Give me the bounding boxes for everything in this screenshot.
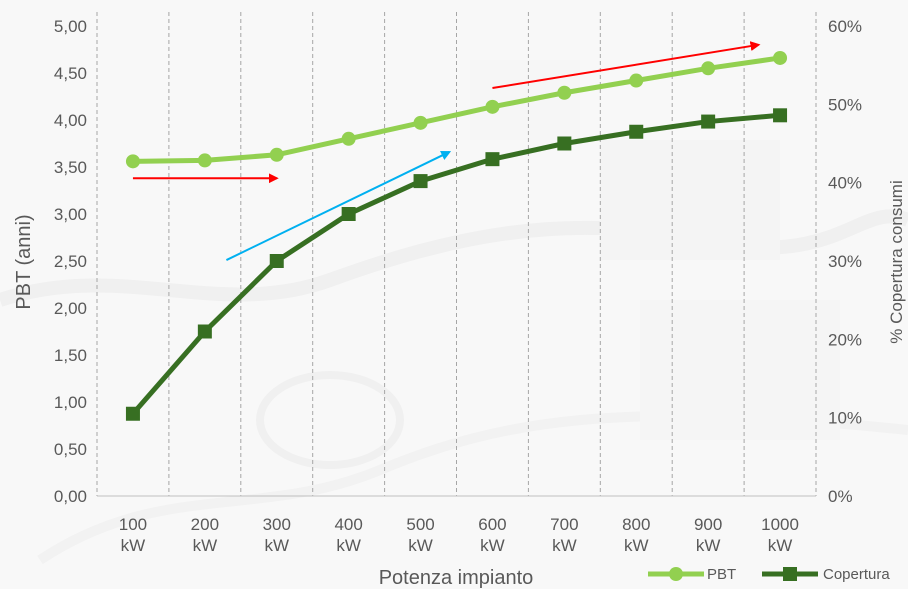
y-left-tick-label: 2,50	[54, 252, 87, 271]
data-point	[557, 136, 572, 151]
x-tick-label: 500 kW	[406, 515, 434, 555]
y-right-tick-label: 50%	[828, 95, 862, 114]
x-tick-label: 800 kW	[622, 515, 650, 555]
y-left-tick-label: 5,00	[54, 17, 87, 36]
data-point	[125, 406, 140, 421]
x-tick-label: 600 kW	[478, 515, 506, 555]
legend-item-pbt: PBT	[648, 566, 736, 583]
trend-arrow	[492, 41, 761, 90]
data-point	[197, 153, 212, 168]
y-right-tick-label: 30%	[828, 252, 862, 271]
series-pbt	[125, 50, 788, 169]
data-point	[701, 114, 716, 129]
vertical-gridlines	[96, 12, 817, 496]
y-left-tick-label: 4,00	[54, 111, 87, 130]
y-right-tick-label: 20%	[828, 330, 862, 349]
legend: PBT Copertura	[648, 566, 890, 583]
x-axis-title: Potenza impianto	[379, 567, 534, 589]
data-point	[557, 85, 572, 100]
y-right-tick-label: 40%	[828, 174, 862, 193]
x-tick-label: 200 kW	[191, 515, 219, 555]
data-point	[485, 152, 500, 167]
data-point	[629, 124, 644, 139]
data-point	[341, 131, 356, 146]
data-point	[341, 207, 356, 221]
x-tick-label: 1000 kW	[761, 515, 799, 555]
data-point	[701, 61, 716, 76]
trend-arrow	[225, 150, 452, 261]
y-right-tick-label: 10%	[828, 409, 862, 428]
y-right-tick-label: 60%	[828, 17, 862, 36]
series-layer	[125, 50, 788, 421]
data-point	[125, 154, 140, 169]
x-tick-label: 400 kW	[334, 515, 362, 555]
y-left-tick-label: 4,50	[54, 64, 87, 83]
series-line-copertura	[131, 112, 781, 416]
x-tick-label: 900 kW	[694, 515, 722, 555]
trend-arrows	[132, 41, 761, 261]
y-left-tick-label: 2,00	[54, 299, 87, 318]
y-left-tick-label: 1,00	[54, 393, 87, 412]
y-left-tick-label: 0,00	[54, 487, 87, 506]
data-point	[197, 324, 212, 339]
data-point	[629, 73, 644, 88]
legend-swatch-marker	[783, 567, 797, 581]
x-axis-ticks: 100 kW 200 kW 300 kW 400 kW 500 kW 600 kW 700 kW 800 kW…	[119, 515, 799, 555]
x-tick-label: 700 kW	[550, 515, 578, 555]
y-left-tick-label: 1,50	[54, 346, 87, 365]
series-copertura	[125, 108, 788, 421]
x-tick-label: 100 kW	[119, 515, 147, 555]
data-point	[413, 174, 428, 189]
y-left-tick-label: 0,50	[54, 440, 87, 459]
y-left-tick-label: 3,00	[54, 205, 87, 224]
y-axis-right-title: % Copertura consumi	[887, 180, 906, 343]
y-left-tick-label: 3,50	[54, 158, 87, 177]
y-axis-left-title: PBT (anni)	[13, 214, 35, 309]
legend-label: Copertura	[823, 566, 890, 583]
x-tick-label: 300 kW	[263, 515, 291, 555]
data-point	[269, 254, 284, 268]
legend-swatch-marker	[669, 567, 683, 581]
data-point	[773, 50, 788, 65]
legend-label: PBT	[707, 566, 736, 583]
data-point	[269, 147, 284, 162]
data-point	[773, 108, 788, 123]
y-axis-right-ticks: 0% 10% 20% 30% 40% 50% 60%	[828, 17, 862, 506]
series-line-pbt	[132, 55, 781, 164]
y-right-tick-label: 0%	[828, 487, 853, 506]
legend-item-copertura: Copertura	[762, 566, 890, 583]
data-point	[485, 99, 500, 114]
data-point	[413, 115, 428, 130]
y-axis-left-ticks: 0,00 0,50 1,00 1,50 2,00 2,50 3,00 3,50 4,00 4,50…	[54, 17, 87, 506]
